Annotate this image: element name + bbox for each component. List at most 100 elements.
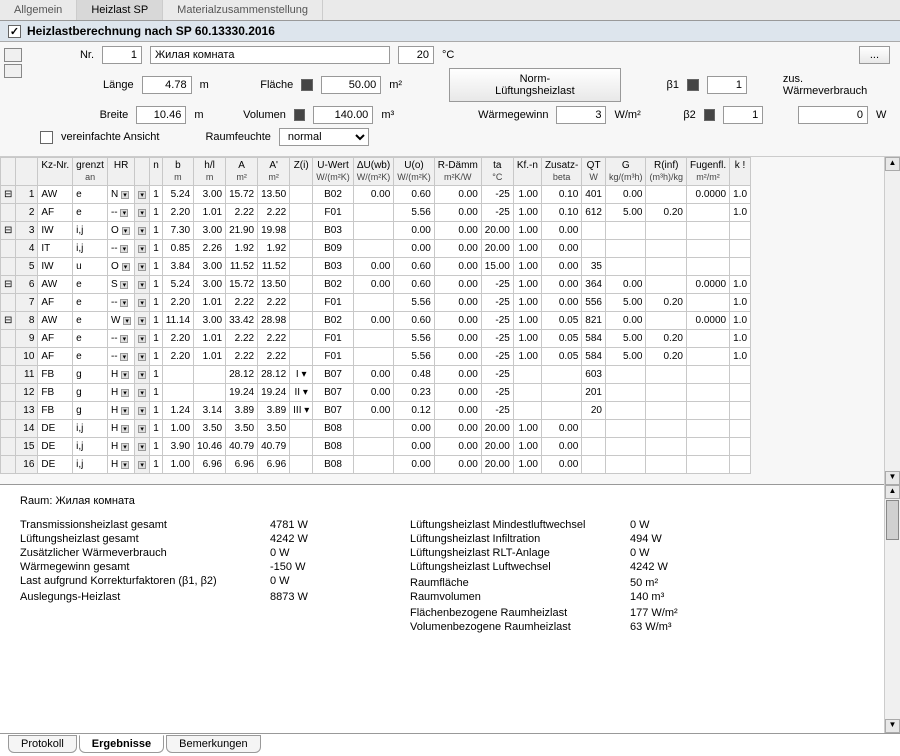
col-header[interactable]: k ! bbox=[730, 158, 751, 186]
col-header[interactable]: U-WertW/(m²K) bbox=[313, 158, 354, 186]
breite-label: Breite bbox=[40, 109, 128, 121]
table-row[interactable]: 2AFe-- ▾▾12.201.012.222.22F015.560.00-25… bbox=[1, 203, 751, 221]
result-row: Lüftungsheizlast RLT-Anlage0 W bbox=[410, 547, 710, 559]
volumen-indicator[interactable] bbox=[294, 109, 305, 121]
side-icon-1[interactable] bbox=[4, 48, 22, 62]
flaeche-input[interactable] bbox=[321, 76, 381, 94]
vereinfacht-label: vereinfachte Ansicht bbox=[61, 131, 159, 143]
temp-unit: °C bbox=[442, 49, 456, 61]
laenge-input[interactable] bbox=[142, 76, 192, 94]
raumfeuchte-select[interactable]: normal bbox=[279, 128, 369, 146]
col-header[interactable]: Kz-Nr. bbox=[38, 158, 73, 186]
table-row[interactable]: 14DEi,jH ▾▾11.003.503.503.50B080.000.002… bbox=[1, 419, 751, 437]
results-scrollbar[interactable]: ▲ ▼ bbox=[884, 485, 900, 733]
result-row: Lüftungsheizlast Luftwechsel4242 W bbox=[410, 561, 710, 573]
b1-input[interactable] bbox=[707, 76, 747, 94]
table-row[interactable]: 13FBgH ▾▾11.243.143.893.89III ▾B070.000.… bbox=[1, 401, 751, 419]
data-grid[interactable]: Kz-Nr.grenztanHR nbmh/lmAm²A'm²Z(i)U-Wert… bbox=[0, 157, 751, 474]
result-row: Transmissionsheizlast gesamt4781 W bbox=[20, 519, 350, 531]
col-header[interactable] bbox=[135, 158, 150, 186]
results-room: Raum: Жилая комната bbox=[20, 495, 864, 507]
table-row[interactable]: 15DEi,jH ▾▾13.9010.4640.7940.79B080.000.… bbox=[1, 437, 751, 455]
table-row[interactable]: ⊟1AWeN ▾▾15.243.0015.7213.50B020.000.600… bbox=[1, 185, 751, 203]
m-unit-1: m bbox=[200, 79, 214, 91]
result-row: Raumvolumen140 m³ bbox=[410, 591, 710, 603]
tabs-top: AllgemeinHeizlast SPMaterialzusammenstel… bbox=[0, 0, 900, 21]
table-row[interactable]: 7AFe-- ▾▾12.201.012.222.22F015.560.00-25… bbox=[1, 293, 751, 311]
col-header[interactable]: n bbox=[150, 158, 163, 186]
result-row: Wärmegewinn gesamt-150 W bbox=[20, 561, 350, 573]
side-icon-2[interactable] bbox=[4, 64, 22, 78]
tab-bottom-0[interactable]: Protokoll bbox=[8, 735, 77, 753]
col-header[interactable]: Am² bbox=[226, 158, 258, 186]
col-header[interactable]: Zusatz-beta bbox=[541, 158, 581, 186]
table-row[interactable]: 5IWuO ▾▾13.843.0011.5211.52B030.000.600.… bbox=[1, 257, 751, 275]
vereinfacht-checkbox[interactable] bbox=[40, 131, 53, 144]
b2-indicator[interactable] bbox=[704, 109, 715, 121]
table-row[interactable]: 16DEi,jH ▾▾11.006.966.966.96B080.000.002… bbox=[1, 455, 751, 473]
col-header[interactable]: R-Dämmm²K/W bbox=[434, 158, 481, 186]
col-header[interactable]: Z(i) bbox=[290, 158, 313, 186]
result-row: Last aufgrund Korrekturfaktoren (β1, β2)… bbox=[20, 575, 350, 587]
col-header[interactable]: Gkg/(m³h) bbox=[605, 158, 646, 186]
more-button[interactable]: ... bbox=[859, 46, 890, 64]
vertical-scrollbar[interactable]: ▲ ▼ bbox=[884, 157, 900, 485]
results-pane: Raum: Жилая комната Transmissionsheizlas… bbox=[0, 485, 884, 733]
result-row: Volumenbezogene Raumheizlast63 W/m³ bbox=[410, 621, 710, 633]
norm-lueftung-button[interactable]: Norm-Lüftungsheizlast bbox=[449, 68, 621, 102]
waermegewinn-input[interactable] bbox=[556, 106, 606, 124]
result-row: Raumfläche50 m² bbox=[410, 577, 710, 589]
grid-wrap: Kz-Nr.grenztanHR nbmh/lmAm²A'm²Z(i)U-Wert… bbox=[0, 157, 884, 485]
col-header[interactable]: Fugenfl.m²/m² bbox=[686, 158, 729, 186]
b1-indicator[interactable] bbox=[687, 79, 699, 91]
tab-top-1[interactable]: Heizlast SP bbox=[77, 0, 163, 20]
col-header[interactable]: U(o)W/(m²K) bbox=[394, 158, 435, 186]
table-row[interactable]: ⊟3IWi,jO ▾▾17.303.0021.9019.98B030.000.0… bbox=[1, 221, 751, 239]
b2-input[interactable] bbox=[723, 106, 763, 124]
table-row[interactable]: ⊟8AWeW ▾▾111.143.0033.4228.98B020.000.60… bbox=[1, 311, 751, 329]
tab-top-0[interactable]: Allgemein bbox=[0, 0, 77, 20]
result-row: Zusätzlicher Wärmeverbrauch0 W bbox=[20, 547, 350, 559]
nr-label: Nr. bbox=[40, 49, 94, 61]
result-row: Flächenbezogene Raumheizlast177 W/m² bbox=[410, 607, 710, 619]
table-row[interactable]: ⊟6AWeS ▾▾15.243.0015.7213.50B020.000.600… bbox=[1, 275, 751, 293]
table-row[interactable]: 11FBgH ▾▾128.1228.12I ▾B070.000.480.00-2… bbox=[1, 365, 751, 383]
tab-bottom-2[interactable]: Bemerkungen bbox=[166, 735, 261, 753]
col-header[interactable]: h/lm bbox=[194, 158, 226, 186]
table-row[interactable]: 10AFe-- ▾▾12.201.012.222.22F015.560.00-2… bbox=[1, 347, 751, 365]
flaeche-indicator[interactable] bbox=[301, 79, 313, 91]
b2-label: β2 bbox=[683, 109, 695, 121]
col-header[interactable]: QTW bbox=[582, 158, 606, 186]
result-row: Lüftungsheizlast Mindestluftwechsel0 W bbox=[410, 519, 710, 531]
col-header[interactable]: A'm² bbox=[258, 158, 290, 186]
col-header[interactable] bbox=[1, 158, 16, 186]
col-header[interactable]: HR bbox=[107, 158, 134, 186]
waermegewinn-label: Wärmegewinn bbox=[455, 109, 549, 121]
page-title: Heizlastberechnung nach SP 60.13330.2016 bbox=[27, 24, 275, 38]
room-name-input[interactable] bbox=[150, 46, 390, 64]
title-checkbox[interactable] bbox=[8, 25, 21, 38]
temp-input[interactable] bbox=[398, 46, 434, 64]
breite-input[interactable] bbox=[136, 106, 186, 124]
col-header[interactable]: grenztan bbox=[73, 158, 108, 186]
wm2-unit: W/m² bbox=[614, 109, 639, 121]
m2-unit-1: m² bbox=[389, 79, 403, 91]
table-row[interactable]: 9AFe-- ▾▾12.201.012.222.22F015.560.00-25… bbox=[1, 329, 751, 347]
col-header[interactable]: Kf.-n bbox=[513, 158, 541, 186]
zus-input[interactable] bbox=[798, 106, 868, 124]
tab-top-2[interactable]: Materialzusammenstellung bbox=[163, 0, 323, 20]
table-row[interactable]: 12FBgH ▾▾119.2419.24II ▾B070.000.230.00-… bbox=[1, 383, 751, 401]
tabs-bottom: ProtokollErgebnisseBemerkungen bbox=[0, 733, 900, 756]
volumen-input[interactable] bbox=[313, 106, 373, 124]
col-header[interactable]: R(inf)(m³h)/kg bbox=[646, 158, 687, 186]
result-row: Auslegungs-Heizlast8873 W bbox=[20, 591, 350, 603]
table-row[interactable]: 4ITi,j-- ▾▾10.852.261.921.92B090.000.002… bbox=[1, 239, 751, 257]
nr-input[interactable] bbox=[102, 46, 142, 64]
col-header[interactable]: ΔU(wb)W/(m²K) bbox=[353, 158, 394, 186]
result-row: Lüftungsheizlast Infiltration494 W bbox=[410, 533, 710, 545]
col-header[interactable]: ta°C bbox=[481, 158, 513, 186]
form-area: Nr. °C ... Länge m Fläche m² Norm-Lüftun… bbox=[0, 42, 900, 157]
tab-bottom-1[interactable]: Ergebnisse bbox=[79, 735, 164, 753]
col-header[interactable] bbox=[16, 158, 38, 186]
col-header[interactable]: bm bbox=[162, 158, 193, 186]
